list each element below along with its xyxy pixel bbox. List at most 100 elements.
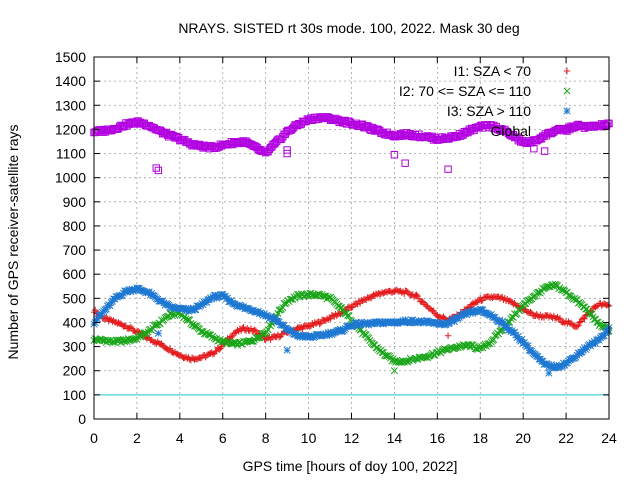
y-tick-label: 100 [63, 387, 87, 403]
data-point [287, 327, 295, 335]
data-point [570, 123, 579, 132]
legend: I1: SZA < 70 I2: 70 <= SZA <= 110 I3: SZA … [399, 63, 571, 139]
data-point [514, 332, 522, 341]
data-point [199, 301, 207, 309]
data-point [470, 126, 478, 135]
data-point [120, 122, 129, 131]
data-point [155, 319, 163, 327]
data-point [293, 121, 302, 130]
data-point [444, 135, 453, 143]
data-point [512, 331, 520, 339]
x-tick-label: 2 [133, 430, 141, 446]
data-point [251, 326, 258, 333]
outlier-point [283, 346, 291, 354]
data-point [605, 119, 613, 128]
data-point [266, 143, 275, 152]
data-point [285, 127, 293, 135]
data-point [275, 334, 283, 341]
x-tick-label: 6 [219, 430, 227, 446]
outlier-point [545, 369, 553, 377]
data-point [573, 323, 581, 330]
series-4 [90, 113, 613, 175]
data-point [532, 137, 541, 145]
y-tick-label: 600 [63, 266, 87, 282]
data-point [581, 315, 588, 322]
x-tick-label: 24 [601, 430, 617, 446]
data-point [468, 307, 476, 315]
y-tick-label: 1400 [55, 73, 86, 89]
data-point [572, 296, 580, 304]
data-point [215, 346, 223, 353]
data-point [296, 120, 304, 129]
data-point [490, 336, 498, 344]
data-point [344, 311, 352, 320]
data-point [265, 145, 274, 154]
data-point [127, 323, 134, 331]
x-tick-label: 18 [472, 430, 488, 446]
data-point [564, 291, 573, 300]
data-point [576, 319, 583, 326]
data-point [273, 137, 281, 145]
x-tick-label: 20 [515, 430, 531, 446]
data-point [363, 318, 371, 326]
data-point [474, 123, 482, 131]
data-point [225, 140, 233, 148]
x-tick-label: 8 [262, 430, 270, 446]
data-point [113, 125, 121, 133]
data-point [469, 125, 477, 133]
outlier-point [152, 164, 160, 172]
outlier-point [444, 332, 452, 339]
data-point [219, 290, 227, 299]
data-point [459, 131, 467, 139]
data-point [269, 141, 277, 149]
data-point [101, 128, 109, 136]
legend-label: I2: 70 <= SZA <= 110 [399, 83, 531, 99]
outlier-point [540, 147, 549, 155]
data-point [524, 296, 532, 304]
y-tick-label: 1000 [55, 170, 86, 186]
data-point [254, 307, 262, 315]
data-point [550, 128, 558, 136]
data-point [97, 126, 106, 135]
data-point [247, 337, 255, 345]
y-tick-label: 800 [63, 218, 87, 234]
y-tick-label: 1500 [55, 49, 86, 65]
y-tick-label: 1200 [55, 121, 86, 137]
outlier-point [530, 145, 538, 153]
data-point [106, 302, 114, 310]
data-point [602, 122, 611, 130]
data-point [279, 132, 287, 141]
data-point [281, 130, 289, 138]
data-point [224, 294, 232, 302]
data-point [132, 286, 140, 294]
data-point [279, 304, 287, 312]
data-point [261, 148, 270, 157]
x-tick-label: 14 [387, 430, 403, 446]
data-point [302, 117, 310, 126]
data-point [547, 361, 555, 369]
chart-title: NRAYS. SISTED rt 30s mode. 100, 2022. Ma… [178, 20, 519, 36]
data-point [491, 313, 499, 322]
series-3 [90, 284, 613, 377]
data-point [595, 336, 603, 344]
data-point [542, 132, 551, 140]
data-point [456, 132, 465, 140]
outlier-point [154, 166, 163, 175]
data-point [449, 133, 457, 142]
data-point [145, 288, 153, 296]
data-point [349, 303, 356, 311]
y-tick-label: 200 [63, 363, 87, 379]
data-point [552, 126, 560, 135]
data-point [308, 116, 316, 125]
data-point [127, 288, 135, 296]
legend-label: I3: SZA > 110 [447, 103, 531, 119]
x-tick-label: 4 [176, 430, 184, 446]
data-point [579, 346, 587, 354]
outlier-point [283, 146, 291, 154]
data-point [365, 334, 373, 342]
data-point [143, 330, 151, 338]
data-point [264, 326, 272, 334]
data-point [108, 126, 117, 134]
data-point [322, 330, 330, 338]
data-point [215, 143, 223, 151]
